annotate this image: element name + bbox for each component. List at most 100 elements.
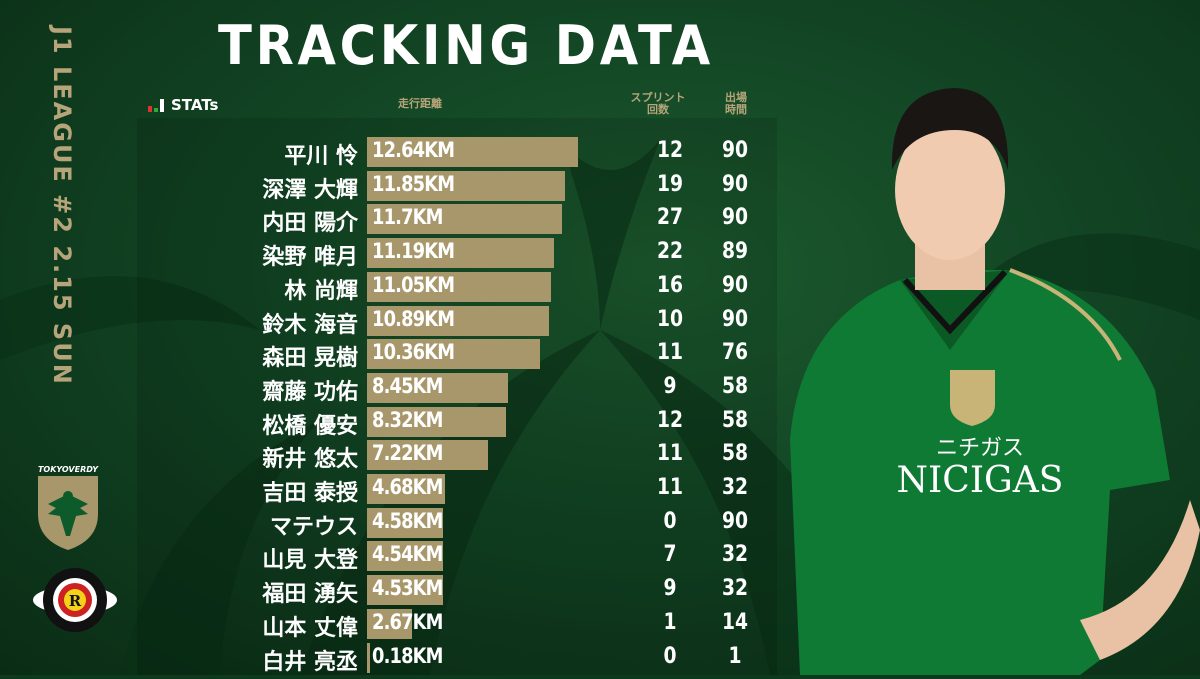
minutes-played: 32 (721, 576, 749, 602)
player-name: 内田 陽介 (262, 211, 358, 237)
distance-label: 8.45KM (372, 373, 443, 398)
minutes-played: 58 (721, 373, 749, 399)
player-name: 吉田 泰授 (262, 481, 358, 506)
sprint-count: 27 (656, 205, 684, 231)
distance-label: 8.32KM (372, 407, 443, 432)
player-name: 染野 唯月 (262, 245, 358, 271)
player-name: 林 尚輝 (284, 278, 358, 304)
distance-label: 4.68KM (372, 475, 443, 499)
sprint-count: 10 (656, 306, 684, 332)
minutes-played: 90 (721, 171, 749, 197)
distance-bar (367, 170, 565, 201)
sprint-count: 0 (663, 508, 677, 534)
table-row: 森田 晃樹 10.36KM 11 76 (0, 338, 800, 372)
player-name: 福田 湧矢 (262, 582, 358, 608)
player-name: マテウス (269, 514, 358, 540)
bar-chart-icon (148, 99, 164, 112)
distance-label: 0.18KM (372, 643, 443, 668)
sprint-count: 12 (656, 407, 684, 433)
distance-bar (367, 541, 443, 572)
minutes-played: 89 (721, 239, 749, 265)
page-title: TRACKING DATA (218, 14, 714, 77)
table-row: 山見 大登 4.54KM 7 32 (0, 540, 800, 574)
distance-label: 11.7KM (372, 205, 443, 230)
header-distance: 走行距離 (398, 97, 442, 110)
tokyo-verdy-logo: TOKYOVERDY (36, 465, 100, 556)
table-row: 新井 悠太 7.22KM 11 58 (0, 439, 800, 473)
distance-bar (367, 137, 578, 167)
distance-bar (367, 204, 563, 235)
distance-label: 11.05KM (372, 272, 455, 297)
sprint-count: 11 (656, 340, 684, 366)
minutes-played: 90 (721, 508, 749, 534)
distance-label: 10.89KM (372, 306, 455, 331)
sprint-count: 19 (656, 171, 684, 197)
player-name: 新井 悠太 (262, 447, 358, 473)
player-name: 松橋 優安 (262, 413, 358, 439)
sprint-count: 9 (663, 576, 677, 602)
minutes-played: 90 (721, 205, 749, 231)
minutes-played: 32 (721, 475, 749, 500)
distance-label: 11.85KM (372, 171, 455, 196)
header-sprints: スプリント 回数 (630, 91, 686, 116)
sprint-count: 7 (663, 542, 677, 568)
sprint-count: 9 (663, 373, 677, 399)
sprint-count: 16 (656, 272, 684, 298)
player-name: 森田 晃樹 (262, 346, 358, 372)
stats-label: STATs (147, 96, 218, 114)
player-photo: ニチガス NICIGAS (780, 60, 1200, 679)
distance-bar (367, 271, 552, 302)
distance-label: 4.54KM (372, 542, 443, 567)
distance-bar (367, 507, 444, 538)
player-name: 齋藤 功佑 (262, 379, 358, 405)
distance-label: 4.53KM (372, 576, 443, 601)
table-row: 深澤 大輝 11.85KM 19 90 (0, 170, 800, 203)
distance-bar (367, 642, 370, 673)
table-row: 齋藤 功佑 8.45KM 9 58 (0, 372, 800, 405)
minutes-played: 32 (721, 542, 749, 568)
sprint-count: 22 (656, 239, 684, 265)
distance-bar (367, 575, 443, 606)
distance-label: 10.36KM (372, 340, 455, 365)
jersey-sponsor-kana: ニチガス (936, 436, 1024, 461)
distance-bar (367, 474, 446, 504)
sprint-count: 12 (656, 138, 684, 163)
minutes-played: 58 (721, 407, 749, 433)
table-row: 松橋 優安 8.32KM 12 58 (0, 406, 800, 439)
distance-bar (367, 238, 554, 269)
table-row: 鈴木 海音 10.89KM 10 90 (0, 305, 800, 338)
distance-label: 12.64KM (372, 138, 455, 162)
distance-label: 4.58KM (372, 508, 443, 533)
distance-label: 2.67KM (372, 609, 443, 634)
minutes-played: 76 (721, 340, 749, 366)
stats-text: STATs (171, 96, 219, 114)
player-name: 山本 丈偉 (262, 615, 358, 641)
kashiwa-reysol-logo: R (30, 565, 120, 639)
player-name: 白井 亮丞 (262, 649, 358, 675)
distance-bar (367, 372, 509, 403)
minutes-played: 90 (721, 272, 749, 298)
distance-bar (367, 608, 412, 639)
distance-label: 7.22KM (372, 441, 443, 466)
player-name: 平川 怜 (284, 144, 358, 169)
jersey-sponsor: NICIGAS (897, 460, 1064, 501)
player-name: 山見 大登 (262, 548, 358, 574)
player-name: 鈴木 海音 (262, 312, 358, 338)
sprint-count: 11 (656, 441, 684, 467)
table-row: 平川 怜 12.64KM 12 90 (0, 136, 800, 169)
minutes-played: 90 (721, 138, 749, 163)
player-name: 深澤 大輝 (262, 177, 358, 203)
distance-bar (367, 339, 540, 370)
distance-label: 11.19KM (372, 239, 455, 264)
table-row: 林 尚輝 11.05KM 16 90 (0, 271, 800, 304)
table-row: 染野 唯月 11.19KM 22 89 (0, 237, 800, 271)
distance-bar (367, 406, 506, 437)
table-row: 吉田 泰授 4.68KM 11 32 (0, 473, 800, 506)
sprint-count: 11 (656, 475, 684, 500)
svg-text:R: R (69, 592, 82, 610)
sprint-count: 0 (663, 643, 677, 669)
table-row: 山本 丈偉 2.67KM 1 14 (0, 608, 800, 641)
distance-bar (367, 440, 488, 471)
distance-bar (367, 305, 549, 336)
table-row: マテウス 4.58KM 0 90 (0, 507, 800, 540)
